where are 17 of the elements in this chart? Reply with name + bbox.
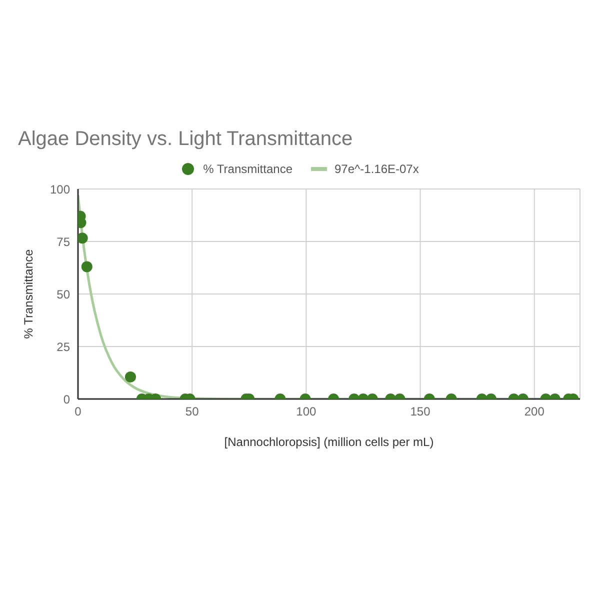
chart-title: Algae Density vs. Light Transmittance (17, 128, 354, 151)
x-tick-label: 200 (524, 404, 545, 419)
legend-label: 97e^-1.16E-07x (334, 162, 419, 176)
point (81, 261, 92, 272)
point (78, 232, 88, 244)
y-tick-label: 0 (63, 392, 70, 406)
x-tick-label: 100 (296, 404, 317, 419)
x-tick-label: 150 (410, 404, 431, 419)
legend-label: % Transmittance (203, 162, 292, 176)
x-axis-title: [Nannochloropsis] (million cells per mL) (224, 435, 434, 449)
y-tick-label: 25 (56, 340, 70, 354)
y-tick-label: 75 (56, 234, 70, 249)
y-tick-label: 100 (50, 182, 70, 196)
y-tick-label: 50 (56, 287, 70, 302)
x-tick-label: 0 (74, 404, 82, 419)
x-tick-label: 50 (185, 404, 200, 419)
y-axis-title: % Transmittance (21, 248, 36, 339)
